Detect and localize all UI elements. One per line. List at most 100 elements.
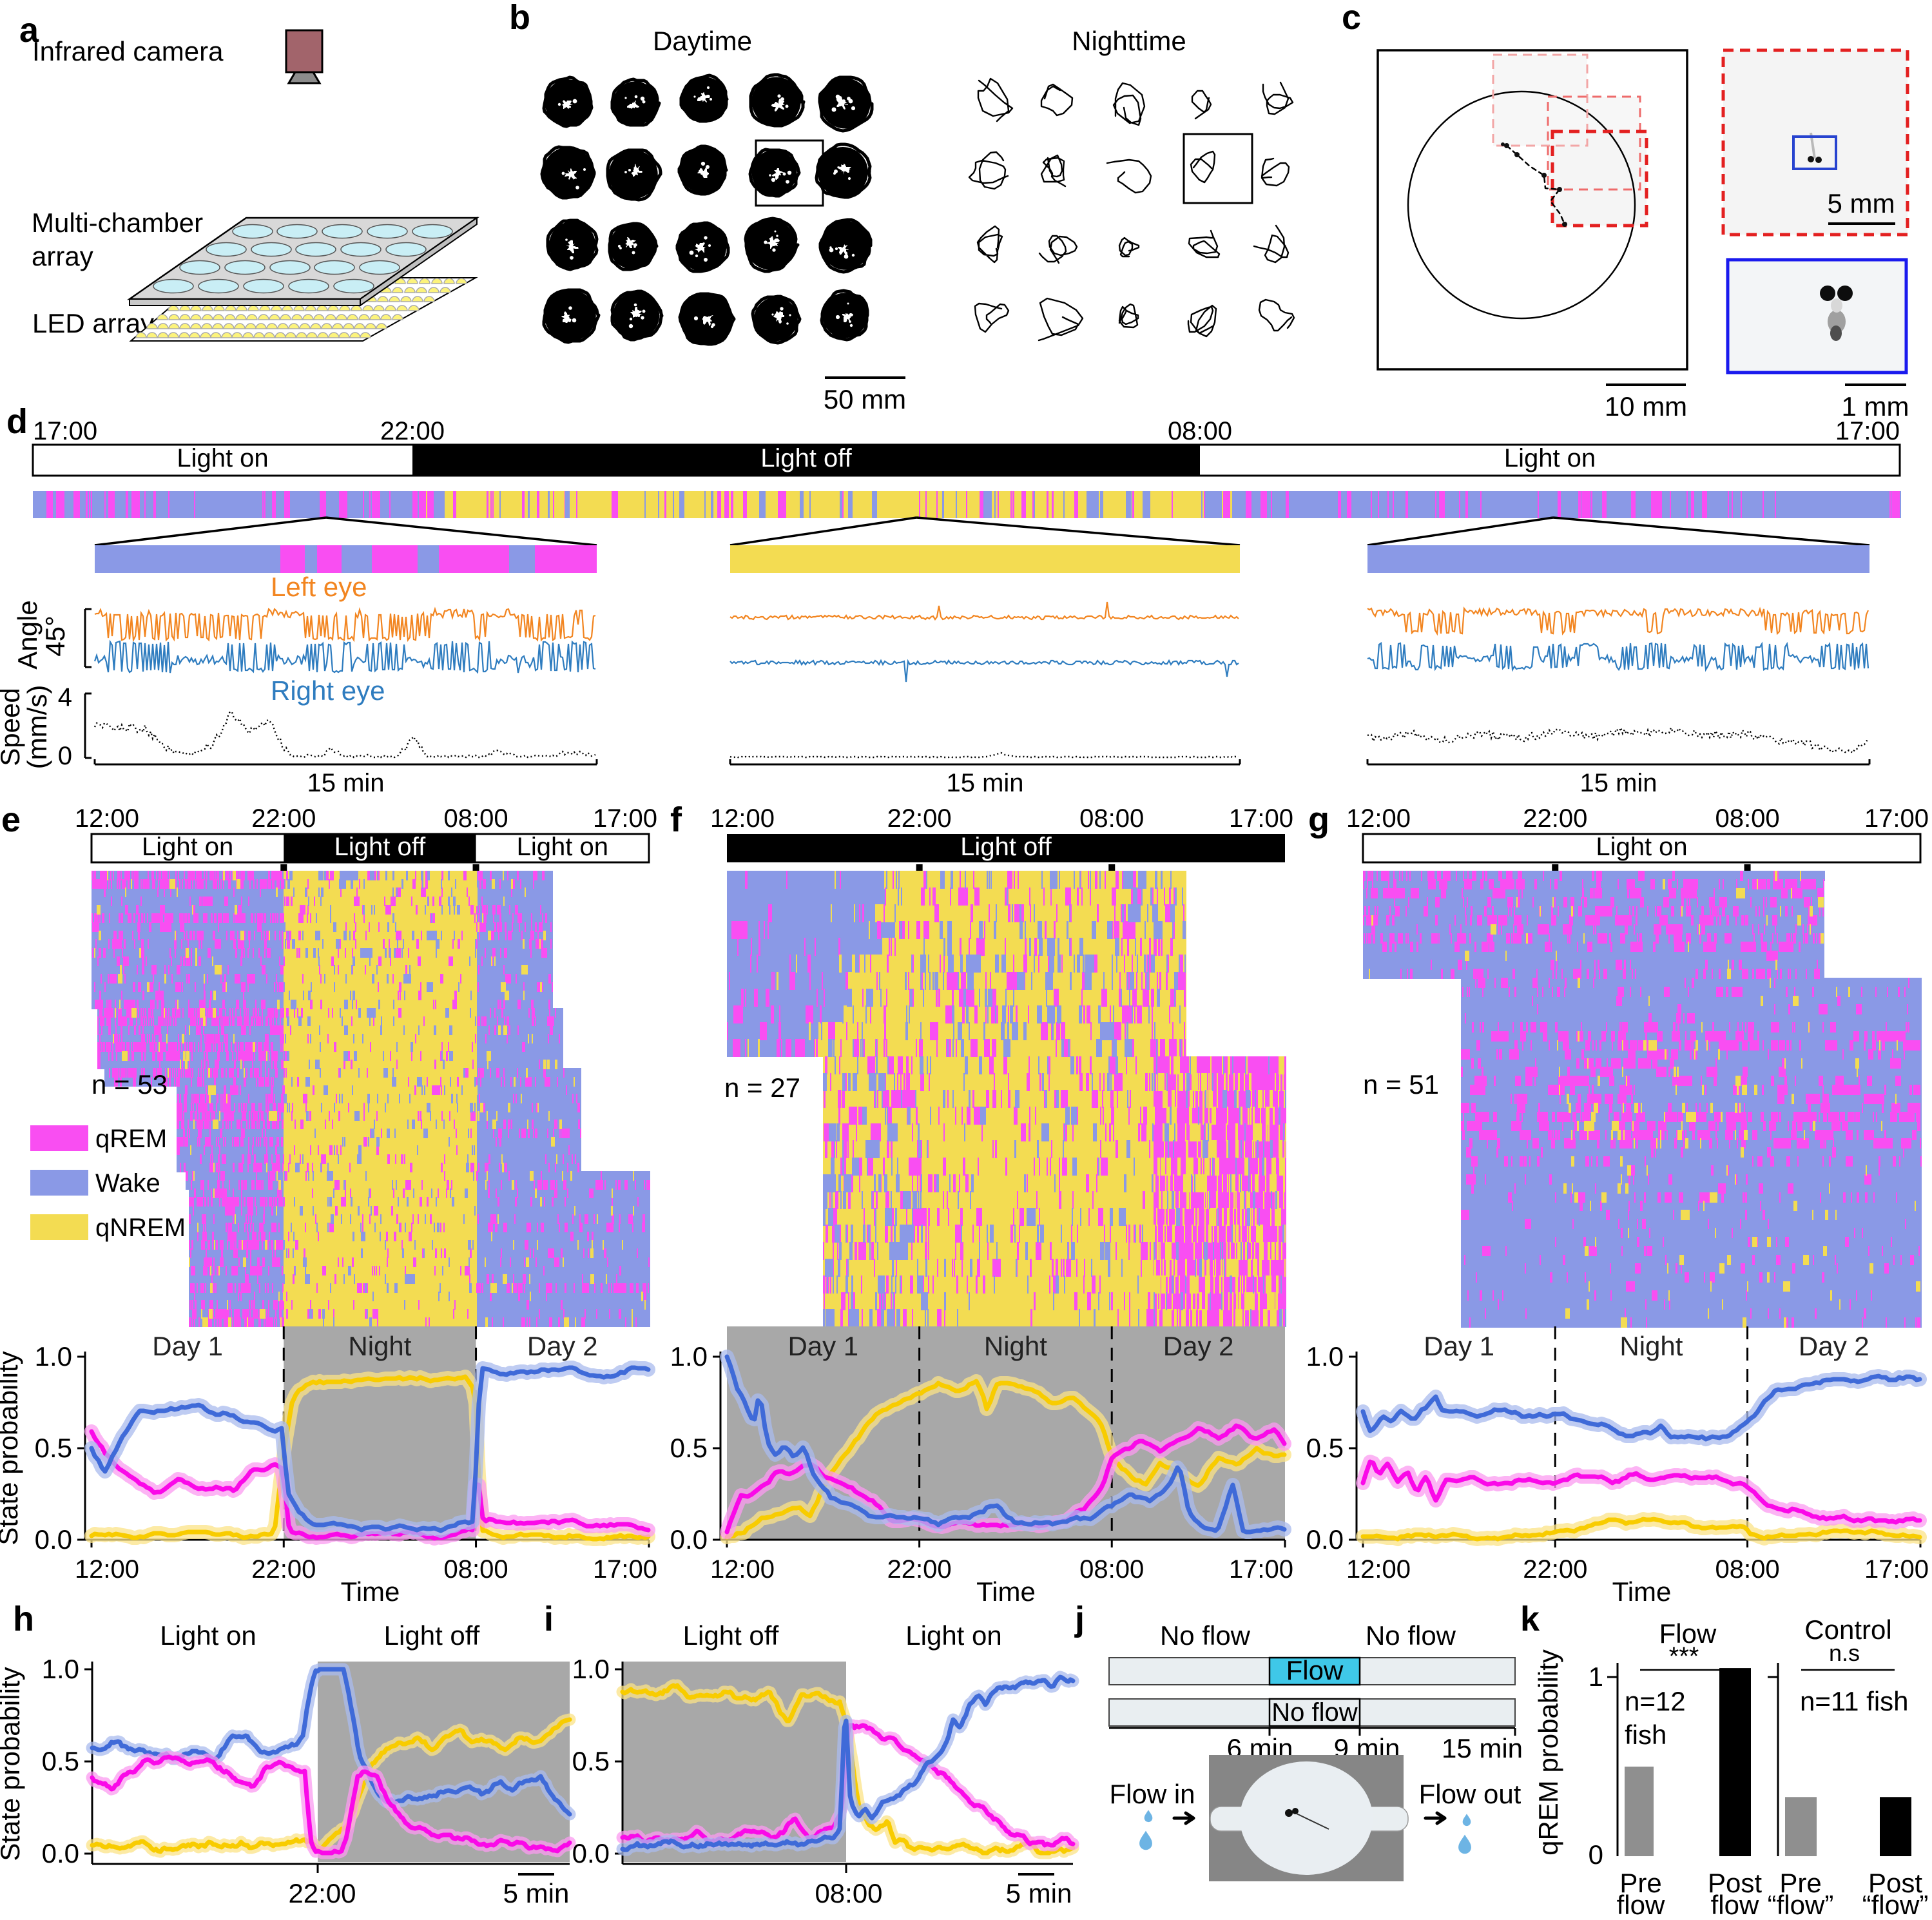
svg-text:Multi-chamber: Multi-chamber [32, 208, 203, 238]
svg-text:0.0: 0.0 [35, 1524, 72, 1555]
svg-text:08:00: 08:00 [443, 804, 508, 833]
svg-text:Right eye: Right eye [271, 675, 385, 706]
svg-text:flow: flow [1711, 1890, 1759, 1917]
svg-text:22:00: 22:00 [887, 1555, 952, 1584]
svg-text:15 min: 15 min [1442, 1733, 1523, 1763]
svg-text:fish: fish [1625, 1720, 1666, 1750]
svg-text:Day 1: Day 1 [787, 1331, 858, 1361]
svg-text:22:00: 22:00 [1523, 1555, 1587, 1584]
svg-text:12:00: 12:00 [75, 1555, 139, 1584]
svg-text:08:00: 08:00 [1715, 804, 1779, 833]
svg-text:qNREM: qNREM [95, 1214, 186, 1242]
svg-text:e: e [1, 800, 21, 839]
svg-text:22:00: 22:00 [380, 417, 445, 445]
svg-text:12:00: 12:00 [1346, 804, 1411, 833]
svg-text:Nighttime: Nighttime [1072, 26, 1186, 56]
svg-text:n.s: n.s [1829, 1640, 1860, 1666]
svg-text:“flow”: “flow” [1768, 1890, 1834, 1917]
svg-text:08:00: 08:00 [1079, 1555, 1144, 1584]
svg-text:Post: Post [1708, 1868, 1762, 1898]
svg-text:Control: Control [1804, 1615, 1891, 1645]
svg-text:0.5: 0.5 [572, 1746, 610, 1776]
svg-text:17:00: 17:00 [593, 1555, 657, 1584]
svg-text:n = 53: n = 53 [92, 1069, 168, 1100]
svg-text:0: 0 [1589, 1839, 1603, 1870]
svg-text:Post: Post [1868, 1868, 1922, 1898]
svg-text:1.0: 1.0 [35, 1341, 72, 1372]
svg-text:Light on: Light on [142, 833, 233, 861]
svg-text:17:00: 17:00 [1229, 804, 1293, 833]
svg-text:1.0: 1.0 [572, 1654, 610, 1684]
svg-text:g: g [1308, 800, 1329, 839]
svg-text:Infrared camera: Infrared camera [32, 36, 224, 66]
svg-text:Day 2: Day 2 [1163, 1331, 1234, 1361]
svg-text:Light off: Light off [960, 833, 1052, 861]
svg-text:n=11 fish: n=11 fish [1800, 1686, 1909, 1716]
svg-text:0.5: 0.5 [35, 1433, 72, 1463]
svg-text:Light on: Light on [1596, 833, 1687, 861]
svg-text:Light on: Light on [160, 1620, 256, 1651]
svg-text:0.0: 0.0 [42, 1838, 79, 1868]
svg-text:***: *** [1669, 1642, 1699, 1671]
svg-text:22:00: 22:00 [887, 804, 952, 833]
svg-text:Time: Time [341, 1576, 400, 1607]
svg-text:Speed: Speed [0, 688, 25, 766]
svg-text:1.0: 1.0 [670, 1341, 708, 1372]
svg-text:1.0: 1.0 [42, 1654, 79, 1684]
svg-text:No flow: No flow [1271, 1698, 1357, 1727]
svg-text:0.0: 0.0 [1306, 1524, 1344, 1555]
svg-text:45°: 45° [40, 616, 70, 657]
svg-text:f: f [670, 800, 682, 839]
svg-text:17:00: 17:00 [1229, 1555, 1293, 1584]
svg-text:c: c [1342, 0, 1361, 37]
svg-text:0.5: 0.5 [1306, 1433, 1344, 1463]
svg-text:08:00: 08:00 [1079, 804, 1144, 833]
svg-text:Wake: Wake [95, 1169, 160, 1198]
svg-text:22:00: 22:00 [251, 804, 316, 833]
svg-text:Flow: Flow [1286, 1655, 1344, 1685]
svg-text:n = 27: n = 27 [724, 1072, 800, 1103]
svg-text:j: j [1074, 1600, 1085, 1638]
svg-text:b: b [509, 0, 530, 37]
svg-text:Light on: Light on [905, 1620, 1001, 1651]
svg-text:17:00: 17:00 [33, 417, 97, 445]
svg-text:08:00: 08:00 [1168, 417, 1232, 445]
svg-text:0.5: 0.5 [670, 1433, 708, 1463]
svg-text:Light on: Light on [517, 833, 608, 861]
svg-text:17:00: 17:00 [593, 804, 657, 833]
svg-text:1: 1 [1589, 1662, 1603, 1692]
svg-text:a: a [19, 11, 39, 50]
svg-text:State probability: State probability [0, 1667, 25, 1861]
svg-text:“flow”: “flow” [1862, 1890, 1929, 1917]
svg-text:Light off: Light off [384, 1620, 480, 1651]
svg-text:15 min: 15 min [307, 769, 384, 797]
svg-text:Light off: Light off [760, 444, 852, 472]
svg-text:Pre: Pre [1619, 1868, 1661, 1898]
svg-text:1 mm: 1 mm [1842, 391, 1909, 422]
svg-text:22:00: 22:00 [1523, 804, 1587, 833]
svg-text:0.5: 0.5 [42, 1746, 79, 1776]
svg-text:22:00: 22:00 [288, 1878, 356, 1908]
svg-text:Light on: Light on [177, 444, 268, 472]
svg-text:12:00: 12:00 [75, 804, 139, 833]
svg-text:Flow out: Flow out [1419, 1779, 1521, 1809]
svg-text:i: i [544, 1600, 554, 1638]
svg-text:Angle: Angle [12, 600, 43, 669]
svg-text:12:00: 12:00 [710, 1555, 775, 1584]
svg-text:17:00: 17:00 [1835, 417, 1900, 445]
svg-text:0.0: 0.0 [670, 1524, 708, 1555]
svg-text:qREM probability: qREM probability [1533, 1649, 1563, 1856]
svg-text:12:00: 12:00 [710, 804, 775, 833]
svg-text:n = 51: n = 51 [1363, 1069, 1439, 1100]
svg-text:17:00: 17:00 [1864, 1555, 1929, 1584]
svg-text:Flow: Flow [1659, 1618, 1717, 1649]
svg-text:5 mm: 5 mm [1828, 188, 1895, 218]
svg-text:Daytime: Daytime [653, 26, 752, 56]
svg-text:Light off: Light off [334, 833, 426, 861]
svg-text:Light off: Light off [683, 1620, 779, 1651]
svg-text:15 min: 15 min [946, 769, 1023, 797]
svg-text:Time: Time [1612, 1576, 1672, 1607]
svg-text:Pre: Pre [1779, 1868, 1821, 1898]
svg-text:50 mm: 50 mm [824, 384, 906, 414]
svg-text:4: 4 [58, 683, 72, 712]
